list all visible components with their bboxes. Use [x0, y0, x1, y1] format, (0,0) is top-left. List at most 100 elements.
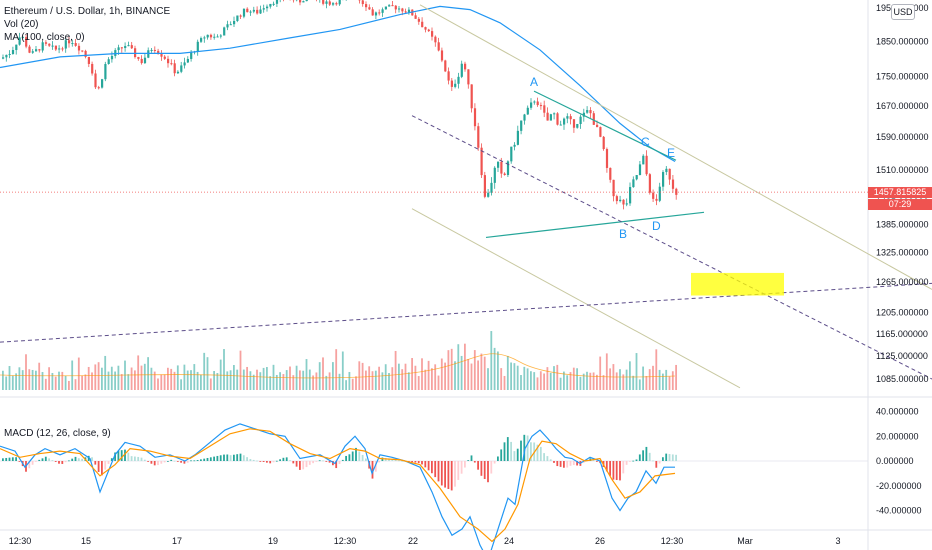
- macd-hist-bar: [134, 456, 136, 461]
- volume-bar: [536, 377, 539, 390]
- candle-body: [539, 105, 543, 107]
- macd-hist-bar: [483, 461, 486, 480]
- candle-body: [563, 118, 566, 125]
- macd-hist-bar: [64, 461, 67, 463]
- volume-bar: [470, 363, 473, 390]
- macd-hist-bar: [358, 451, 361, 461]
- macd-hist-bar: [655, 461, 658, 468]
- candle-body: [671, 179, 675, 189]
- candle-body: [262, 8, 265, 10]
- volume-bar: [500, 368, 503, 390]
- volume-legend[interactable]: Vol (20): [4, 19, 39, 30]
- macd-hist-bar: [242, 455, 245, 461]
- candle-body: [176, 71, 180, 74]
- macd-hist-bar: [582, 461, 585, 463]
- macd-hist-bar: [341, 459, 344, 461]
- macd-hist-bar: [569, 461, 572, 466]
- volume-bar: [503, 375, 506, 390]
- candle-body: [546, 112, 549, 121]
- candle-body: [173, 63, 176, 74]
- candlestick-series: [2, 0, 678, 210]
- candle-body: [556, 113, 559, 125]
- volume-bar: [378, 366, 380, 390]
- candle-body: [41, 42, 44, 51]
- volume-bar: [619, 369, 621, 390]
- macd-hist-bar: [114, 452, 116, 461]
- macd-hist-bar: [384, 457, 387, 461]
- macd-hist-bar: [209, 457, 212, 461]
- macd-hist-bar: [355, 447, 357, 461]
- volume-bar: [424, 369, 427, 390]
- macd-hist-bar: [18, 461, 21, 462]
- symbol-title[interactable]: Ethereum / U.S. Dollar, 1h, BINANCE: [4, 6, 171, 17]
- candle-body: [530, 102, 533, 108]
- volume-bar: [371, 371, 374, 390]
- time-tick-label: 17: [172, 536, 182, 546]
- candle-body: [602, 136, 605, 150]
- candle-body: [497, 161, 500, 168]
- volume-bar: [28, 369, 31, 390]
- volume-bar: [414, 365, 417, 390]
- macd-axis[interactable]: 40.000000 20.000000 0.000000 -20.000000 -40.…: [876, 407, 922, 516]
- macd-hist-bar: [414, 461, 417, 463]
- price-tick-label: 1750.000000: [876, 71, 929, 81]
- macd-hist-bar: [398, 460, 400, 462]
- volume-bar: [361, 362, 364, 390]
- macd-hist-bar: [147, 461, 149, 462]
- volume-bar: [157, 378, 159, 390]
- macd-hist-bar: [477, 461, 479, 470]
- macd-hist-bar: [513, 451, 516, 461]
- candle-body: [322, 0, 325, 4]
- macd-hist-bar: [150, 461, 153, 464]
- trend-drawings[interactable]: [0, 4, 932, 389]
- candle-body: [190, 52, 193, 59]
- macd-hist-bar: [176, 461, 179, 462]
- volume-bar: [312, 375, 314, 390]
- volume-bar: [520, 375, 522, 390]
- volume-bar: [464, 343, 466, 390]
- macd-hist-bar: [662, 457, 664, 461]
- candle-body: [506, 161, 510, 175]
- volume-bar: [64, 375, 67, 390]
- volume-bar: [160, 374, 163, 390]
- time-tick-label: Mar: [737, 536, 753, 546]
- candle-body: [460, 63, 463, 77]
- macd-hist-bar: [553, 461, 555, 463]
- candle-body: [365, 4, 368, 8]
- candle-body: [503, 173, 506, 175]
- macd-hist-bar: [536, 444, 539, 461]
- volume-bar: [51, 372, 54, 390]
- macd-hist-bar: [487, 461, 489, 483]
- volume-bar: [348, 371, 351, 390]
- candle-body: [266, 6, 269, 9]
- currency-badge[interactable]: USD: [891, 4, 915, 20]
- volume-bar: [262, 367, 265, 390]
- macd-hist-bar: [431, 461, 433, 474]
- volume-bar: [275, 374, 278, 390]
- macd-hist-bar: [318, 460, 321, 462]
- macd-hist-bar: [259, 461, 262, 462]
- candle-body: [28, 46, 31, 53]
- time-tick-label: 12:30: [334, 536, 357, 546]
- macd-legend[interactable]: MACD (12, 26, close, 9): [4, 428, 111, 439]
- candle-body: [157, 50, 160, 54]
- macd-hist-bar: [417, 461, 420, 464]
- candle-body: [652, 192, 655, 199]
- upper-triangle-line: [533, 90, 677, 161]
- time-axis[interactable]: 12:30 15 17 19 12:30 22 24 26 12:30 Mar 3: [9, 536, 841, 546]
- macd-hist-bar: [38, 459, 41, 461]
- candle-body: [269, 3, 272, 7]
- candle-body: [572, 119, 576, 128]
- macd-hist-bar: [437, 461, 440, 482]
- candle-body: [642, 155, 645, 165]
- macd-hist-bar: [81, 458, 83, 461]
- volume-bar: [328, 372, 331, 390]
- macd-hist-bar: [167, 461, 169, 462]
- macd-hist-bar: [345, 455, 347, 461]
- candle-body: [91, 63, 94, 74]
- candle-body: [500, 161, 503, 174]
- ma-legend[interactable]: MA (100, close, 0): [4, 32, 85, 43]
- macd-hist-bar: [61, 461, 64, 464]
- macd-hist-bar: [295, 461, 298, 467]
